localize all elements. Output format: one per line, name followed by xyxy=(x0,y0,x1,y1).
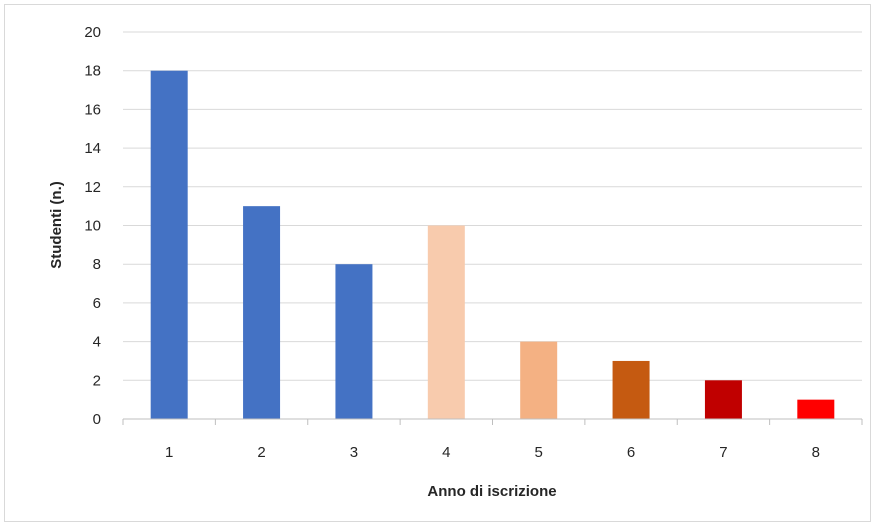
bar xyxy=(335,264,373,419)
x-tick-label: 1 xyxy=(165,444,173,461)
bar xyxy=(150,70,188,419)
bar xyxy=(520,341,558,419)
x-tick-labels: 1 2 3 4 5 6 7 8 xyxy=(165,444,820,461)
gridlines xyxy=(123,31,862,381)
y-tick-label: 18 xyxy=(84,63,101,80)
x-tick-label: 3 xyxy=(350,444,358,461)
y-tick-labels: 0 2 4 6 8 10 12 14 16 18 20 xyxy=(84,24,101,428)
y-tick-label: 0 xyxy=(93,411,101,428)
y-axis-title: Studenti (n.) xyxy=(48,181,65,268)
bar xyxy=(612,360,650,419)
x-tick-label: 8 xyxy=(812,444,820,461)
y-tick-label: 2 xyxy=(93,372,101,389)
y-tick-label: 8 xyxy=(93,256,101,273)
x-tick-label: 2 xyxy=(257,444,265,461)
bar xyxy=(427,225,465,419)
axes xyxy=(122,418,863,425)
y-tick-label: 6 xyxy=(93,295,101,312)
y-tick-label: 4 xyxy=(93,334,101,351)
y-tick-label: 10 xyxy=(84,218,101,235)
x-tick-label: 5 xyxy=(535,444,543,461)
x-tick-label: 7 xyxy=(719,444,727,461)
bar xyxy=(797,399,835,419)
bar xyxy=(243,206,281,419)
y-tick-label: 12 xyxy=(84,179,101,196)
x-tick-label: 4 xyxy=(442,444,450,461)
y-tick-label: 20 xyxy=(84,24,101,41)
bars xyxy=(150,70,835,419)
y-tick-label: 16 xyxy=(84,101,101,118)
x-axis-title: Anno di iscrizione xyxy=(427,483,556,500)
bar xyxy=(704,380,742,419)
y-tick-label: 14 xyxy=(84,140,101,157)
x-tick-label: 6 xyxy=(627,444,635,461)
